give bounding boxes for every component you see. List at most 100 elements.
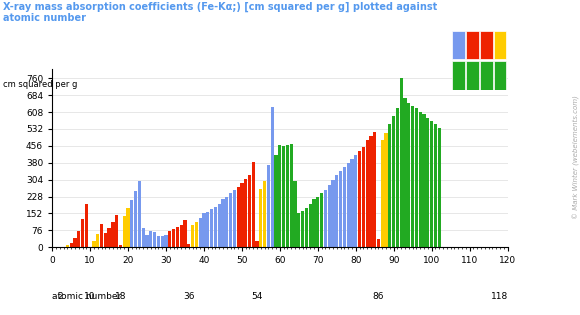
Bar (111, 222, 114, 247)
Bar (240, 183, 244, 247)
Text: 54: 54 (251, 292, 263, 301)
Bar (324, 190, 327, 247)
Bar (407, 103, 411, 247)
Bar (263, 180, 266, 247)
Text: 18: 18 (115, 292, 126, 301)
Bar (331, 180, 335, 247)
Bar (176, 226, 179, 247)
Bar (466, 61, 479, 90)
Bar (130, 200, 133, 247)
Bar (142, 228, 145, 247)
Bar (411, 106, 414, 247)
Bar (426, 117, 429, 247)
Bar (146, 235, 148, 247)
Bar (70, 243, 72, 247)
Bar (293, 180, 296, 247)
Bar (172, 229, 175, 247)
Bar (388, 124, 392, 247)
Bar (267, 165, 270, 247)
Bar (415, 108, 418, 247)
Bar (96, 234, 99, 247)
Bar (365, 140, 369, 247)
Bar (480, 61, 492, 90)
Bar (168, 231, 172, 247)
Bar (404, 98, 407, 247)
Bar (278, 145, 281, 247)
Text: 118: 118 (491, 292, 509, 301)
Bar (218, 204, 221, 247)
Bar (81, 220, 84, 247)
Bar (400, 78, 403, 247)
Bar (138, 181, 141, 247)
Bar (452, 61, 465, 90)
Bar (161, 236, 164, 247)
Bar (309, 204, 312, 247)
Text: X-ray mass absorption coefficients (Fe-Kα;) [cm squared per g] plotted against
a: X-ray mass absorption coefficients (Fe-K… (3, 2, 437, 23)
Bar (419, 112, 422, 247)
Bar (92, 241, 96, 247)
Bar (434, 124, 437, 247)
Bar (346, 163, 350, 247)
Bar (377, 239, 380, 247)
Bar (126, 208, 130, 247)
Bar (289, 144, 293, 247)
Bar (85, 204, 88, 247)
Bar (494, 31, 506, 59)
Bar (339, 171, 342, 247)
Bar (385, 133, 387, 247)
Bar (392, 116, 396, 247)
Bar (430, 121, 433, 247)
Text: 36: 36 (183, 292, 194, 301)
Bar (286, 145, 289, 247)
Bar (100, 224, 103, 247)
Bar (198, 218, 202, 247)
Bar (164, 235, 168, 247)
Bar (313, 199, 316, 247)
Bar (73, 238, 77, 247)
Bar (437, 128, 441, 247)
Bar (123, 216, 126, 247)
Bar (191, 226, 194, 247)
Bar (222, 199, 224, 247)
Bar (328, 185, 331, 247)
Bar (115, 215, 118, 247)
Bar (255, 241, 259, 247)
Bar (369, 136, 372, 247)
Text: 10: 10 (85, 292, 96, 301)
Bar (494, 61, 506, 90)
Bar (320, 193, 323, 247)
Bar (233, 190, 236, 247)
Bar (153, 232, 156, 247)
Bar (195, 222, 198, 247)
Bar (187, 244, 190, 247)
Text: cm squared per g: cm squared per g (3, 80, 77, 89)
Bar (119, 245, 122, 247)
Text: atomic number: atomic number (52, 292, 121, 301)
Bar (480, 31, 492, 59)
Bar (297, 214, 300, 247)
Text: 86: 86 (373, 292, 384, 301)
Bar (358, 151, 361, 247)
Bar (229, 193, 232, 247)
Bar (301, 211, 304, 247)
Bar (134, 191, 137, 247)
Bar (107, 228, 111, 247)
Text: © Mark Winter (webelements.com): © Mark Winter (webelements.com) (572, 95, 579, 220)
Bar (248, 175, 251, 247)
Bar (214, 207, 217, 247)
Bar (157, 236, 160, 247)
Bar (206, 212, 209, 247)
Bar (180, 226, 183, 247)
Bar (210, 209, 213, 247)
Bar (380, 140, 384, 247)
Bar (466, 31, 479, 59)
Bar (274, 155, 278, 247)
Bar (343, 167, 346, 247)
Bar (271, 107, 274, 247)
Bar (104, 233, 107, 247)
Bar (183, 220, 187, 247)
Bar (259, 189, 263, 247)
Bar (252, 162, 255, 247)
Bar (335, 175, 338, 247)
Bar (237, 187, 240, 247)
